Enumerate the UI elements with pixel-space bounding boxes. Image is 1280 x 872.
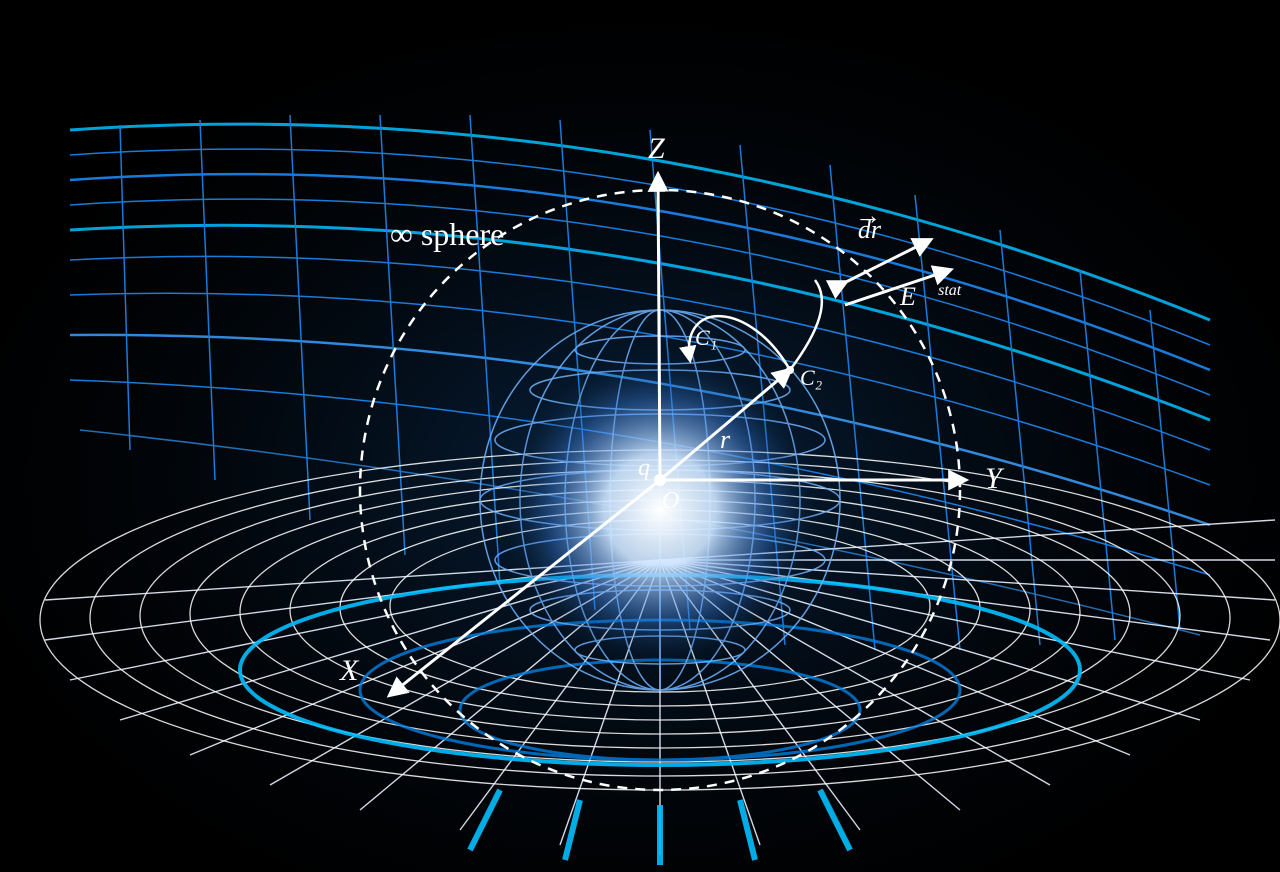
dr-vector-label: dr→ bbox=[855, 201, 882, 244]
charge-label: q bbox=[638, 455, 650, 481]
z-axis-label: Z bbox=[648, 132, 665, 165]
r-vector-label: r⃗ bbox=[720, 425, 750, 454]
c1-label: C₁ bbox=[695, 325, 717, 350]
physics-diagram: Z Y X O q ∞ sphere r⃗ dr→ E⃗stat C₁ C₂ bbox=[0, 0, 1280, 872]
origin-point bbox=[654, 474, 666, 486]
x-axis-label: X bbox=[339, 654, 360, 687]
infinity-sphere-label: ∞ sphere bbox=[390, 216, 504, 252]
z-axis bbox=[658, 175, 660, 480]
origin-label: O bbox=[662, 488, 679, 514]
c2-label: C₂ bbox=[800, 365, 823, 390]
